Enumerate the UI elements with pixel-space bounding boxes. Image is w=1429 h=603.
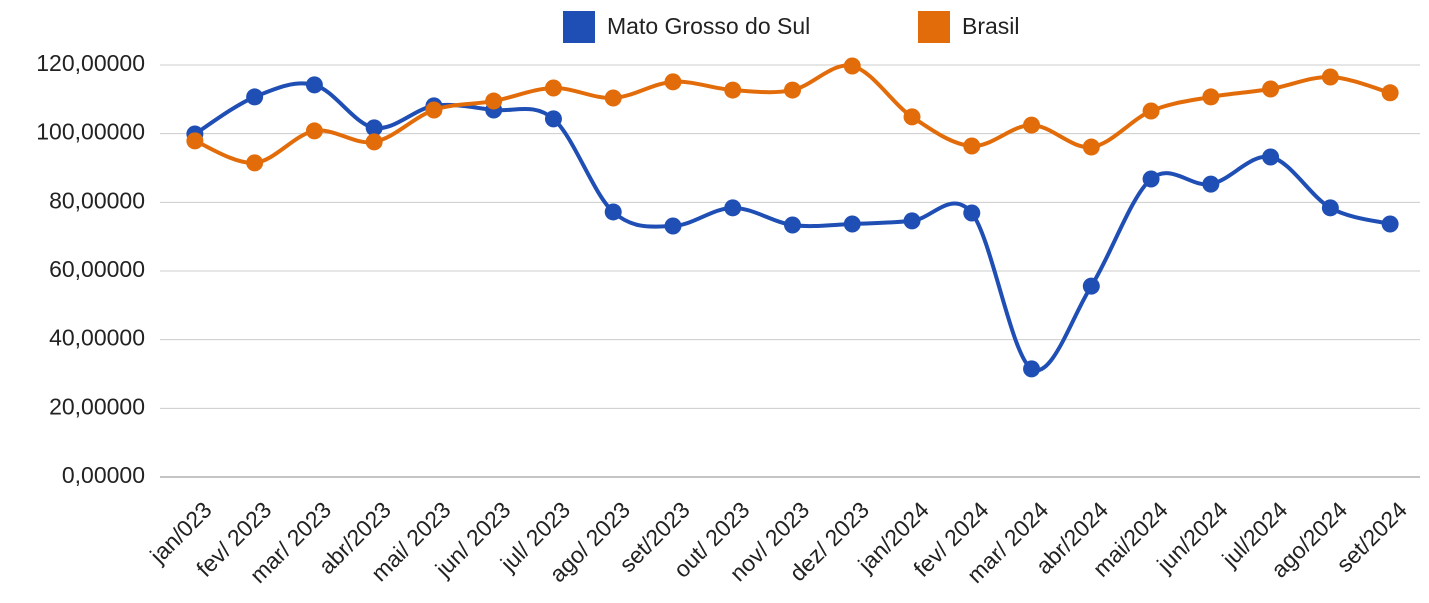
data-point bbox=[544, 110, 562, 128]
legend-label: Brasil bbox=[962, 13, 1020, 39]
data-point bbox=[1023, 360, 1041, 378]
data-point bbox=[1202, 175, 1220, 193]
y-tick-label: 100,00000 bbox=[36, 119, 145, 145]
data-point bbox=[784, 216, 801, 234]
data-point bbox=[604, 89, 622, 107]
data-point bbox=[544, 79, 562, 97]
data-point bbox=[246, 88, 264, 106]
data-point bbox=[1262, 148, 1280, 166]
data-point bbox=[1262, 80, 1280, 98]
y-tick-label: 80,00000 bbox=[49, 187, 145, 213]
data-point bbox=[1202, 88, 1220, 106]
legend-swatch bbox=[918, 11, 950, 43]
data-point bbox=[1082, 277, 1100, 295]
data-point bbox=[246, 154, 264, 172]
data-point bbox=[604, 203, 622, 221]
data-point bbox=[784, 81, 801, 99]
data-point bbox=[1082, 138, 1100, 156]
data-point bbox=[305, 76, 323, 94]
y-tick-label: 40,00000 bbox=[49, 325, 145, 351]
data-point bbox=[1381, 84, 1399, 102]
data-point bbox=[305, 122, 323, 140]
data-point bbox=[186, 132, 204, 150]
data-point bbox=[963, 137, 981, 155]
data-point bbox=[903, 108, 921, 126]
data-point bbox=[1142, 170, 1160, 188]
data-point bbox=[664, 73, 682, 91]
y-tick-label: 20,00000 bbox=[49, 393, 145, 419]
data-point bbox=[1321, 68, 1339, 86]
data-point bbox=[963, 204, 981, 222]
data-point bbox=[1381, 215, 1399, 233]
data-point bbox=[724, 81, 742, 99]
data-point bbox=[843, 57, 861, 75]
data-point bbox=[425, 101, 443, 119]
data-point bbox=[903, 212, 921, 230]
legend-label: Mato Grosso do Sul bbox=[607, 13, 810, 39]
data-point bbox=[843, 215, 861, 233]
data-point bbox=[1142, 102, 1160, 120]
data-point bbox=[365, 133, 383, 151]
y-tick-label: 0,00000 bbox=[62, 462, 145, 488]
y-tick-label: 60,00000 bbox=[49, 256, 145, 282]
data-point bbox=[1023, 116, 1041, 134]
legend-swatch bbox=[563, 11, 595, 43]
data-point bbox=[1321, 199, 1339, 217]
series-line bbox=[193, 81, 1391, 373]
data-point bbox=[664, 217, 682, 235]
data-point bbox=[485, 92, 503, 110]
data-point bbox=[365, 119, 383, 137]
y-tick-label: 120,00000 bbox=[36, 50, 145, 76]
data-point bbox=[724, 199, 742, 217]
